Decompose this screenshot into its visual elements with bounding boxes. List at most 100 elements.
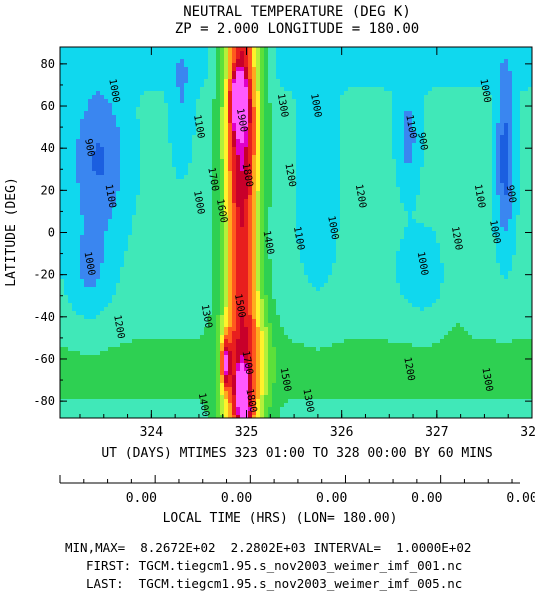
field-cell bbox=[288, 183, 293, 188]
field-cell bbox=[352, 147, 357, 152]
field-cell bbox=[284, 55, 289, 60]
field-cell bbox=[240, 211, 245, 216]
field-cell bbox=[96, 199, 101, 204]
field-cell bbox=[144, 47, 149, 52]
field-cell bbox=[456, 195, 461, 200]
field-cell bbox=[368, 59, 373, 64]
field-cell bbox=[84, 55, 89, 60]
field-cell bbox=[100, 155, 105, 160]
field-cell bbox=[64, 99, 69, 104]
field-cell bbox=[452, 127, 457, 132]
field-cell bbox=[260, 151, 265, 156]
field-cell bbox=[228, 159, 233, 164]
field-cell bbox=[84, 135, 89, 140]
field-cell bbox=[384, 183, 389, 188]
field-cell bbox=[412, 135, 417, 140]
field-cell bbox=[280, 139, 285, 144]
field-cell bbox=[164, 179, 169, 184]
field-cell bbox=[68, 127, 73, 132]
field-cell bbox=[148, 123, 153, 128]
field-cell bbox=[136, 83, 141, 88]
field-cell bbox=[184, 131, 189, 136]
field-cell bbox=[116, 203, 121, 208]
field-cell bbox=[468, 211, 473, 216]
field-cell bbox=[72, 159, 77, 164]
field-cell bbox=[128, 107, 133, 112]
field-cell bbox=[284, 71, 289, 76]
field-cell bbox=[156, 103, 161, 108]
field-cell bbox=[344, 87, 349, 92]
field-cell bbox=[284, 199, 289, 204]
field-cell bbox=[176, 107, 181, 112]
field-cell bbox=[368, 71, 373, 76]
field-cell bbox=[340, 135, 345, 140]
field-cell bbox=[492, 99, 497, 104]
field-cell bbox=[448, 135, 453, 140]
field-cell bbox=[376, 91, 381, 96]
field-cell bbox=[80, 155, 85, 160]
field-cell bbox=[356, 111, 361, 116]
field-cell bbox=[220, 207, 225, 212]
field-cell bbox=[300, 199, 305, 204]
field-cell bbox=[268, 115, 273, 120]
field-cell bbox=[424, 99, 429, 104]
field-cell bbox=[488, 199, 493, 204]
field-cell bbox=[128, 95, 133, 100]
field-cell bbox=[440, 95, 445, 100]
field-cell bbox=[116, 155, 121, 160]
field-cell bbox=[500, 71, 505, 76]
field-cell bbox=[392, 167, 397, 172]
field-cell bbox=[348, 59, 353, 64]
field-cell bbox=[176, 139, 181, 144]
field-cell bbox=[180, 123, 185, 128]
field-cell bbox=[108, 87, 113, 92]
field-cell bbox=[504, 111, 509, 116]
field-cell bbox=[204, 123, 209, 128]
field-cell bbox=[200, 203, 205, 208]
field-cell bbox=[316, 135, 321, 140]
field-cell bbox=[348, 67, 353, 72]
field-cell bbox=[80, 107, 85, 112]
field-cell bbox=[252, 47, 257, 52]
field-cell bbox=[300, 135, 305, 140]
field-cell bbox=[428, 207, 433, 212]
field-cell bbox=[384, 211, 389, 216]
field-cell bbox=[184, 119, 189, 124]
field-cell bbox=[292, 147, 297, 152]
field-cell bbox=[404, 63, 409, 68]
field-cell bbox=[428, 151, 433, 156]
field-cell bbox=[272, 75, 277, 80]
field-cell bbox=[448, 67, 453, 72]
field-cell bbox=[108, 99, 113, 104]
field-cell bbox=[504, 51, 509, 56]
field-cell bbox=[96, 207, 101, 212]
field-cell bbox=[420, 167, 425, 172]
field-cell bbox=[84, 131, 89, 136]
field-cell bbox=[188, 95, 193, 100]
field-cell bbox=[412, 151, 417, 156]
field-cell bbox=[512, 143, 517, 148]
field-cell bbox=[504, 183, 509, 188]
field-cell bbox=[352, 167, 357, 172]
field-cell bbox=[68, 99, 73, 104]
field-cell bbox=[308, 195, 313, 200]
field-cell bbox=[120, 215, 125, 220]
field-cell bbox=[112, 123, 117, 128]
field-cell bbox=[276, 139, 281, 144]
field-cell bbox=[96, 87, 101, 92]
field-cell bbox=[336, 155, 341, 160]
field-cell bbox=[440, 199, 445, 204]
field-cell bbox=[284, 51, 289, 56]
field-cell bbox=[268, 147, 273, 152]
field-cell bbox=[304, 51, 309, 56]
field-cell bbox=[388, 103, 393, 108]
field-cell bbox=[404, 187, 409, 192]
field-cell bbox=[124, 163, 129, 168]
field-cell bbox=[264, 195, 269, 200]
field-cell bbox=[508, 175, 513, 180]
field-cell bbox=[520, 59, 525, 64]
field-cell bbox=[336, 83, 341, 88]
field-cell bbox=[528, 171, 532, 176]
field-cell bbox=[72, 151, 77, 156]
field-cell bbox=[372, 211, 377, 216]
